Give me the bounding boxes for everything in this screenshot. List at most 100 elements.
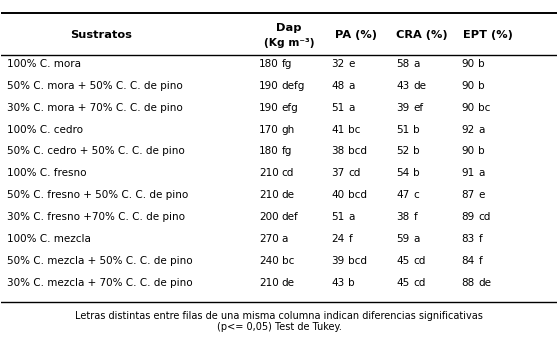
Text: 48: 48 <box>331 81 344 91</box>
Text: cd: cd <box>413 278 426 288</box>
Text: efg: efg <box>282 103 299 113</box>
Text: 83: 83 <box>461 234 474 244</box>
Text: cd: cd <box>478 212 490 222</box>
Text: cd: cd <box>348 168 361 179</box>
Text: 50% C. mora + 50% C. C. de pino: 50% C. mora + 50% C. C. de pino <box>7 81 182 91</box>
Text: 52: 52 <box>396 147 410 156</box>
Text: 200: 200 <box>259 212 279 222</box>
Text: PA (%): PA (%) <box>335 30 377 40</box>
Text: 40: 40 <box>331 190 344 200</box>
Text: 58: 58 <box>396 59 410 69</box>
Text: 43: 43 <box>331 278 344 288</box>
Text: 87: 87 <box>461 190 474 200</box>
Text: b: b <box>478 81 485 91</box>
Text: 180: 180 <box>259 59 279 69</box>
Text: cd: cd <box>282 168 294 179</box>
Text: 92: 92 <box>461 124 474 135</box>
Text: Sustratos: Sustratos <box>70 30 132 40</box>
Text: 240: 240 <box>259 256 279 266</box>
Text: EPT (%): EPT (%) <box>463 30 513 40</box>
Text: (Kg m⁻³): (Kg m⁻³) <box>264 37 314 48</box>
Text: 100% C. mora: 100% C. mora <box>7 59 81 69</box>
Text: 51: 51 <box>396 124 410 135</box>
Text: 90: 90 <box>461 81 474 91</box>
Text: 38: 38 <box>331 147 344 156</box>
Text: 50% C. mezcla + 50% C. C. de pino: 50% C. mezcla + 50% C. C. de pino <box>7 256 193 266</box>
Text: 90: 90 <box>461 59 474 69</box>
Text: CRA (%): CRA (%) <box>396 30 448 40</box>
Text: 37: 37 <box>331 168 344 179</box>
Text: ef: ef <box>413 103 424 113</box>
Text: 190: 190 <box>259 103 279 113</box>
Text: 88: 88 <box>461 278 474 288</box>
Text: a: a <box>478 124 485 135</box>
Text: 32: 32 <box>331 59 344 69</box>
Text: 47: 47 <box>396 190 410 200</box>
Text: c: c <box>413 190 419 200</box>
Text: 30% C. fresno +70% C. C. de pino: 30% C. fresno +70% C. C. de pino <box>7 212 185 222</box>
Text: b: b <box>413 168 420 179</box>
Text: 84: 84 <box>461 256 474 266</box>
Text: 59: 59 <box>396 234 410 244</box>
Text: a: a <box>413 234 420 244</box>
Text: Letras distintas entre filas de una misma columna indican diferencias significat: Letras distintas entre filas de una mism… <box>75 311 483 321</box>
Text: def: def <box>282 212 299 222</box>
Text: 43: 43 <box>396 81 410 91</box>
Text: bc: bc <box>478 103 490 113</box>
Text: a: a <box>348 81 355 91</box>
Text: b: b <box>348 278 355 288</box>
Text: 100% C. mezcla: 100% C. mezcla <box>7 234 91 244</box>
Text: f: f <box>413 212 417 222</box>
Text: 39: 39 <box>331 256 344 266</box>
Text: f: f <box>348 234 352 244</box>
Text: 38: 38 <box>396 212 410 222</box>
Text: 210: 210 <box>259 168 279 179</box>
Text: 100% C. fresno: 100% C. fresno <box>7 168 86 179</box>
Text: Dap: Dap <box>276 23 302 33</box>
Text: 190: 190 <box>259 81 279 91</box>
Text: 30% C. mezcla + 70% C. C. de pino: 30% C. mezcla + 70% C. C. de pino <box>7 278 193 288</box>
Text: 89: 89 <box>461 212 474 222</box>
Text: 41: 41 <box>331 124 344 135</box>
Text: b: b <box>413 124 420 135</box>
Text: de: de <box>282 278 295 288</box>
Text: gh: gh <box>282 124 295 135</box>
Text: 90: 90 <box>461 147 474 156</box>
Text: b: b <box>478 147 485 156</box>
Text: a: a <box>478 168 485 179</box>
Text: bcd: bcd <box>348 256 367 266</box>
Text: f: f <box>478 256 482 266</box>
Text: fg: fg <box>282 59 292 69</box>
Text: bc: bc <box>282 256 294 266</box>
Text: 51: 51 <box>331 212 344 222</box>
Text: fg: fg <box>282 147 292 156</box>
Text: 50% C. cedro + 50% C. C. de pino: 50% C. cedro + 50% C. C. de pino <box>7 147 185 156</box>
Text: 270: 270 <box>259 234 279 244</box>
Text: de: de <box>478 278 492 288</box>
Text: 210: 210 <box>259 278 279 288</box>
Text: 54: 54 <box>396 168 410 179</box>
Text: 30% C. mora + 70% C. C. de pino: 30% C. mora + 70% C. C. de pino <box>7 103 182 113</box>
Text: 180: 180 <box>259 147 279 156</box>
Text: (p<= 0,05) Test de Tukey.: (p<= 0,05) Test de Tukey. <box>217 322 341 333</box>
Text: 45: 45 <box>396 278 410 288</box>
Text: 45: 45 <box>396 256 410 266</box>
Text: 90: 90 <box>461 103 474 113</box>
Text: 39: 39 <box>396 103 410 113</box>
Text: f: f <box>478 234 482 244</box>
Text: a: a <box>348 103 355 113</box>
Text: a: a <box>348 212 355 222</box>
Text: b: b <box>478 59 485 69</box>
Text: a: a <box>413 59 420 69</box>
Text: b: b <box>413 147 420 156</box>
Text: 100% C. cedro: 100% C. cedro <box>7 124 83 135</box>
Text: e: e <box>478 190 485 200</box>
Text: 170: 170 <box>259 124 279 135</box>
Text: 210: 210 <box>259 190 279 200</box>
Text: bcd: bcd <box>348 147 367 156</box>
Text: 91: 91 <box>461 168 474 179</box>
Text: cd: cd <box>413 256 426 266</box>
Text: e: e <box>348 59 355 69</box>
Text: defg: defg <box>282 81 305 91</box>
Text: de: de <box>282 190 295 200</box>
